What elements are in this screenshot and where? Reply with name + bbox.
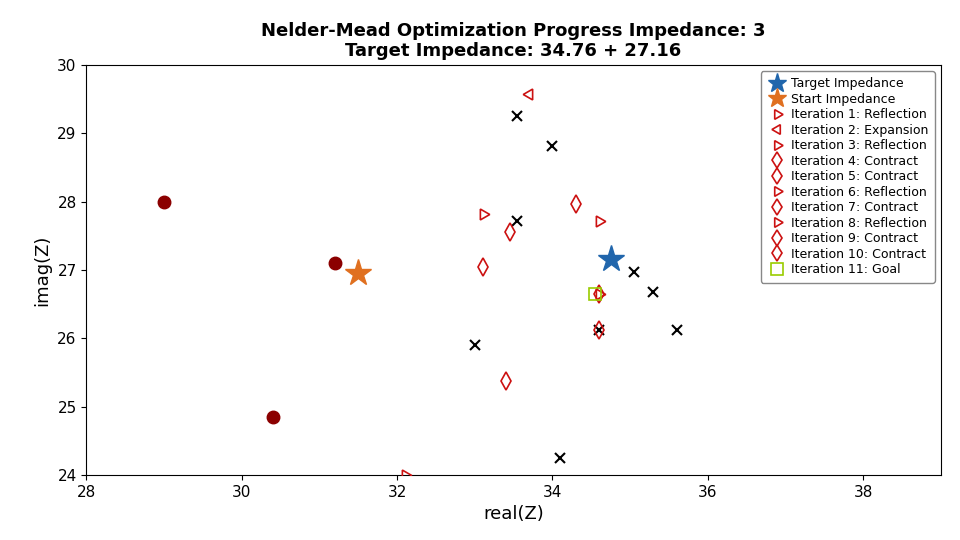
X-axis label: real(Z): real(Z) (483, 505, 544, 523)
Legend: Target Impedance, Start Impedance, Iteration 1: Reflection, Iteration 2: Expansi: Target Impedance, Start Impedance, Itera… (761, 71, 934, 282)
Y-axis label: imag(Z): imag(Z) (34, 234, 52, 306)
Title: Nelder-Mead Optimization Progress Impedance: 3
Target Impedance: 34.76 + 27.16: Nelder-Mead Optimization Progress Impeda… (261, 22, 766, 60)
